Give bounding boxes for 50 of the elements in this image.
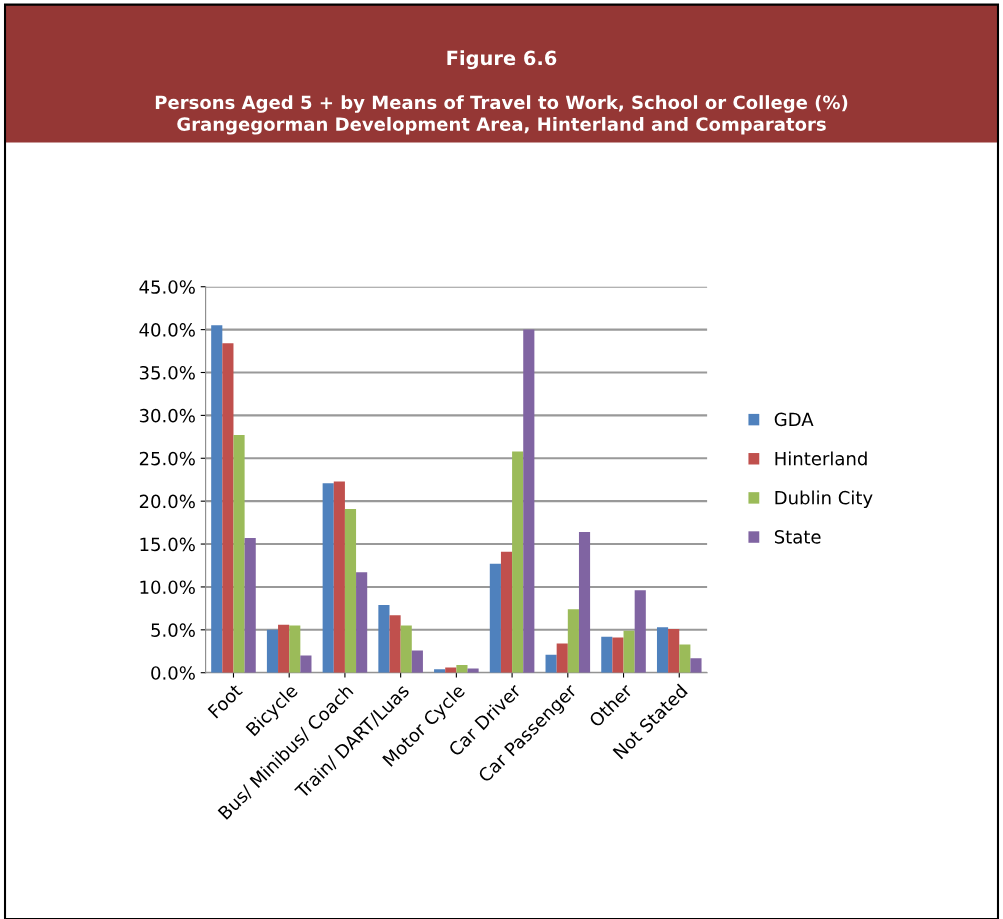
bar [634,590,646,673]
bar [211,325,223,673]
bar [389,615,401,673]
bar [322,483,334,673]
chart-subtitle: Persons Aged 5 + by Means of Travel to Work, School or College (%) Grangegorman Development Area, Hinterland and Comparators [155,95,848,135]
bar [266,629,279,673]
bar [411,650,423,673]
bar [233,435,245,673]
bar [523,329,535,673]
bar [378,604,390,673]
y-tick-label: 0.0% [151,666,195,680]
bar [278,624,290,673]
y-tick-label: 20.0% [139,494,195,509]
legend-label: Hinterland [775,451,867,466]
bar [556,643,568,673]
bar [489,563,501,673]
bar [668,628,680,673]
bar [400,625,412,673]
bar [289,625,301,673]
bar [679,644,691,673]
bar [656,627,669,673]
bar [567,609,579,673]
y-tick-label: 25.0% [139,451,195,466]
chart-title: Figure 6.6 [447,50,557,70]
bar [623,630,635,673]
bar [244,538,256,673]
bar [578,532,591,673]
bar [612,637,624,673]
bar [333,481,345,673]
bar [467,668,479,673]
bar [300,655,312,673]
bar [601,636,613,673]
bar [356,572,368,673]
y-tick-label: 40.0% [139,323,195,337]
y-tick-label: 30.0% [139,408,195,423]
bar [545,654,557,673]
bar [500,551,513,673]
legend-label: State [774,530,821,544]
bar [344,508,357,673]
bar [456,664,468,673]
legend-label: Dublin City [775,490,873,509]
y-tick-label: 15.0% [140,537,195,552]
bar [690,658,702,673]
y-tick-label: 5.0% [151,623,195,637]
bar [222,343,234,673]
y-tick-label: 10.0% [140,580,195,595]
y-tick-label: 35.0% [139,365,195,380]
y-tick-label: 45.0% [139,280,195,294]
legend-label: GDA [774,412,814,427]
bar [512,451,524,673]
